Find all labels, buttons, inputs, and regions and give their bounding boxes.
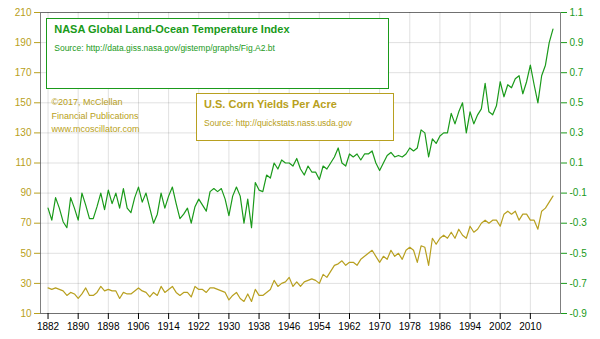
svg-text:2010: 2010 (519, 321, 542, 332)
svg-text:110: 110 (16, 157, 32, 168)
svg-text:1962: 1962 (338, 321, 361, 332)
svg-text:0.7: 0.7 (570, 67, 584, 78)
svg-text:1954: 1954 (308, 321, 331, 332)
svg-text:-0.9: -0.9 (570, 308, 588, 319)
html-text:U.S. Corn Yields Per Acre: U.S. Corn Yields Per Acre (204, 98, 337, 111)
svg-text:0.1: 0.1 (570, 157, 584, 168)
svg-text:1946: 1946 (278, 321, 301, 332)
html-text:NASA Global Land-Ocean Tempera: NASA Global Land-Ocean Temperature Index (54, 23, 290, 35)
html-text:Source: http://quickstats.nass: Source: http://quickstats.nass.usda.gov (204, 118, 352, 129)
svg-text:30: 30 (20, 278, 32, 289)
svg-text:-0.3: -0.3 (570, 217, 588, 228)
svg-text:90: 90 (20, 187, 32, 198)
svg-text:10: 10 (20, 308, 32, 319)
svg-text:1906: 1906 (127, 321, 150, 332)
svg-text:1978: 1978 (399, 321, 422, 332)
svg-text:150: 150 (15, 97, 32, 108)
svg-text:1986: 1986 (429, 321, 452, 332)
svg-text:190: 190 (15, 37, 32, 48)
svg-text:0.9: 0.9 (570, 37, 584, 48)
svg-text:1.1: 1.1 (570, 7, 584, 18)
svg-text:-0.7: -0.7 (570, 278, 588, 289)
svg-text:0.3: 0.3 (570, 127, 584, 138)
svg-text:2002: 2002 (489, 321, 512, 332)
svg-text:210: 210 (15, 7, 32, 18)
svg-text:70: 70 (20, 217, 32, 228)
svg-text:130: 130 (15, 127, 32, 138)
svg-text:170: 170 (15, 67, 32, 78)
svg-text:1914: 1914 (157, 321, 180, 332)
svg-text:1890: 1890 (67, 321, 90, 332)
svg-text:1922: 1922 (188, 321, 211, 332)
svg-text:-0.1: -0.1 (570, 187, 588, 198)
svg-text:1930: 1930 (218, 321, 241, 332)
svg-text:-0.5: -0.5 (570, 248, 588, 259)
svg-text:1898: 1898 (97, 321, 120, 332)
svg-text:1882: 1882 (37, 321, 60, 332)
svg-text:1938: 1938 (248, 321, 271, 332)
html-text:Source: http://data.giss.nasa.: Source: http://data.giss.nasa.gov/gistem… (54, 43, 275, 53)
svg-text:1970: 1970 (369, 321, 392, 332)
html-text:©2017, McClellan Financial Pub: ©2017, McClellan Financial Publications … (51, 97, 140, 135)
svg-text:1994: 1994 (459, 321, 482, 332)
svg-text:50: 50 (20, 248, 32, 259)
svg-text:0.5: 0.5 (570, 97, 584, 108)
